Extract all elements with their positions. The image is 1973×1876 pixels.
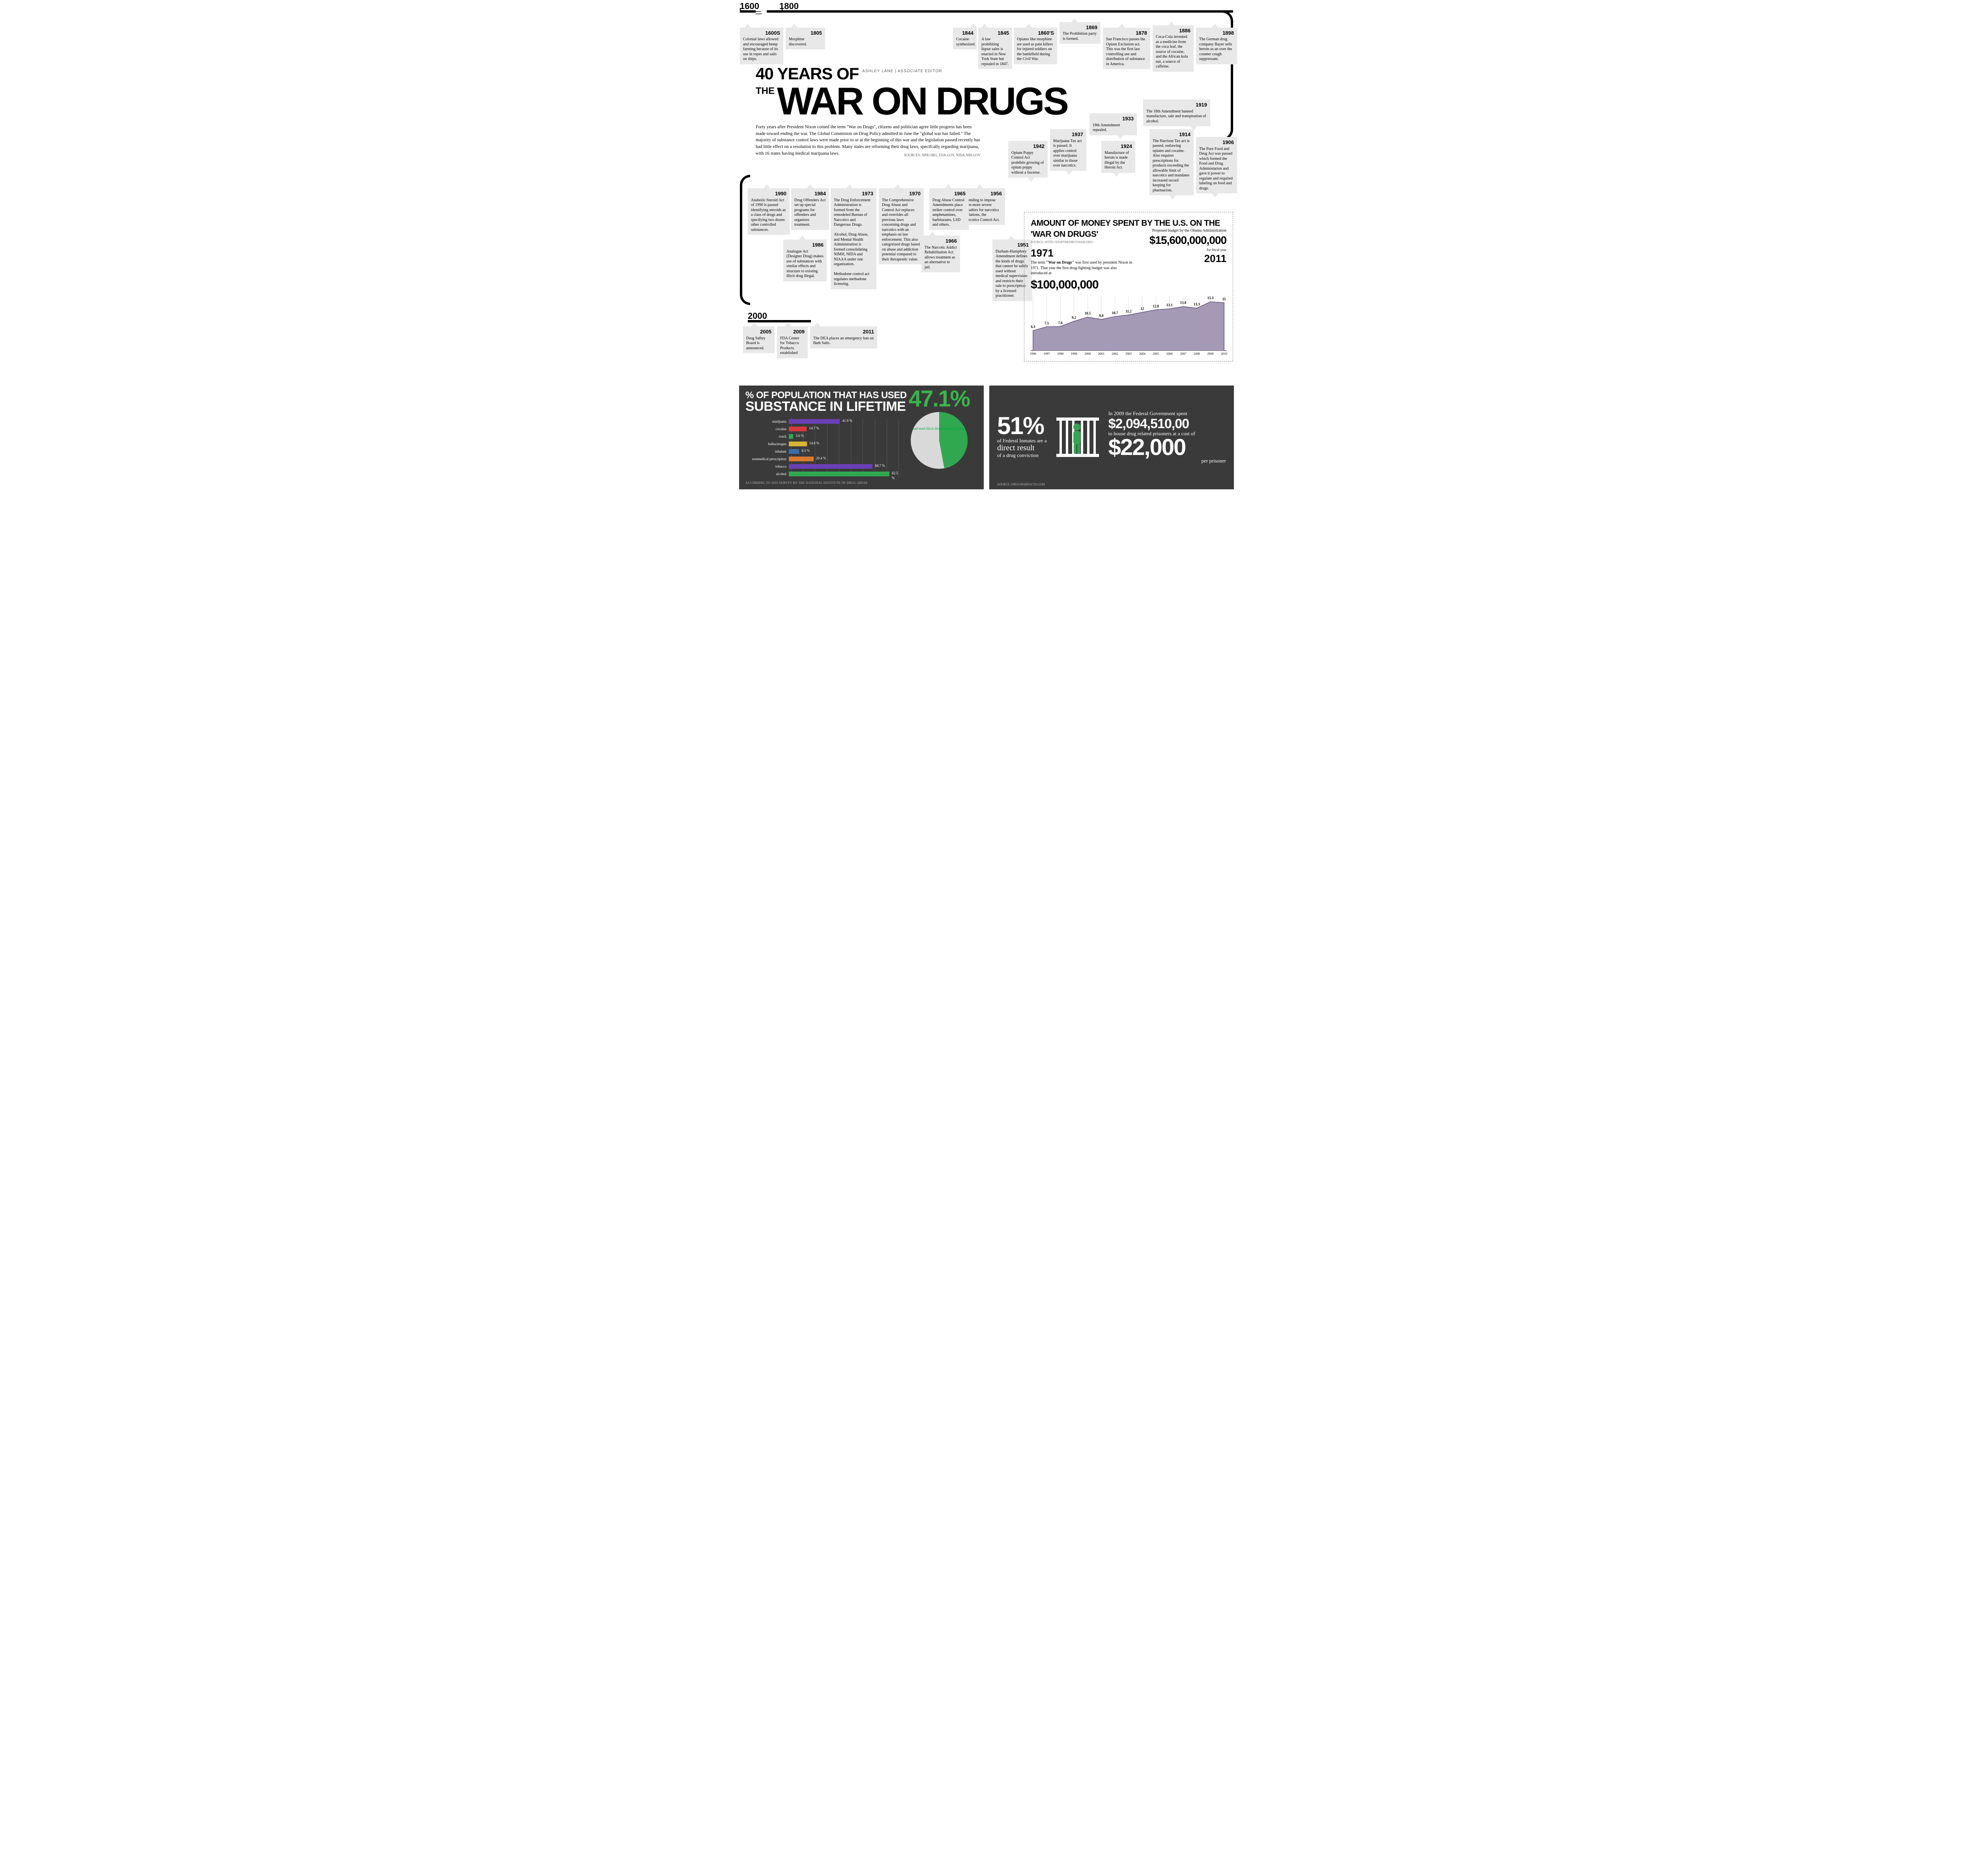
spend-xlabel: 2007 <box>1180 352 1186 356</box>
spend-xlabel: 1999 <box>1071 352 1077 356</box>
event-1990: 1990Anabolic Steroid Act of 1990 is pass… <box>748 188 790 235</box>
event-1844: 1844Cocaine synthesized. <box>953 28 977 49</box>
event-1924: 1924Manufacture of heroin is made illega… <box>1101 141 1135 172</box>
event-1942: 1942Opium Poppy Control Act prohibits gr… <box>1008 141 1048 178</box>
spending-chart: 1996199719981999200020012002200320042005… <box>1031 296 1226 351</box>
pie-wrap: 47.1% had used illicit drugs in their li… <box>902 389 977 472</box>
budget-fy: for fiscal year <box>1149 248 1226 253</box>
spend-xlabel: 2009 <box>1207 352 1213 356</box>
event-1986: 1986Analogue Act (Designer Drug) makes u… <box>783 240 827 281</box>
spend-value-label: 10.5 <box>1084 311 1091 316</box>
event-1860'S: 1860'SOpiates like morphine are used as … <box>1014 28 1057 64</box>
spend-xlabel: 2003 <box>1125 352 1132 356</box>
events-area: 1900 1906The Pure Food and Drug Act was … <box>732 157 1241 378</box>
spend-xlabel: 1996 <box>1030 352 1036 356</box>
event-1937: 1937Marijuana Tax act is passed. It appl… <box>1050 129 1086 170</box>
event-1898: 1898The German drug company Bayer sells … <box>1196 28 1237 64</box>
stat-51-num: 51% <box>997 416 1047 436</box>
spending-100m: $100,000,000 <box>1031 277 1226 292</box>
spend-value-label: 15.3 <box>1207 296 1214 301</box>
event-1970: 1970The Comprehensive Drug Abuse and Con… <box>879 188 924 264</box>
spend-xlabel: 2008 <box>1194 352 1200 356</box>
inmates-l2a: direct result <box>997 444 1047 452</box>
spend-xlabel: 2006 <box>1166 352 1173 356</box>
spending-panel: AMOUNT OF MONEY SPENT BY THE U.S. ON THE… <box>1024 212 1233 361</box>
event-2011: 2011The DEA places an emergency ban on B… <box>810 326 877 348</box>
event-1965: 1965Drug Abuse Control Amendments place … <box>929 188 969 230</box>
inmates-source: SOURCE: DRUGWARFACTS.COM <box>997 483 1045 487</box>
event-2009: 2009FDA Center for Tobacco Products esta… <box>777 326 808 358</box>
event-1869: 1869The Prohibition party is formed. <box>1060 22 1101 44</box>
spend-value-label: 13.1 <box>1166 303 1173 308</box>
spend-xlabel: 2000 <box>1084 352 1091 356</box>
blurb-b: "War on Drugs" <box>1046 260 1074 265</box>
event-1600S: 1600SColonial laws allowed and encourage… <box>740 28 783 64</box>
budget-amount: $15,600,000,000 <box>1149 233 1226 247</box>
spend-xlabel: 1998 <box>1057 352 1063 356</box>
event-1973: 1973The Drug Enforcement Administration … <box>831 188 876 289</box>
event-1914: 1914The Harrison Tax act is passed, outl… <box>1149 129 1194 195</box>
intro-paragraph: Forty years after President Nixon coined… <box>756 124 981 157</box>
event-2005: 2005Drug Saftey Board is announced. <box>743 326 775 353</box>
title-line2: WAR ON DRUGS <box>777 79 1067 123</box>
intro-text: Forty years after President Nixon coined… <box>756 125 980 156</box>
spend-xlabel: 2005 <box>1153 352 1159 356</box>
budget-label: Proposed budget by the Obama Administrat… <box>1149 228 1226 233</box>
spend-xlabel: 2004 <box>1139 352 1146 356</box>
spend-value-label: 11.2 <box>1125 309 1131 314</box>
minor-ticks <box>740 8 1233 13</box>
pie-number: 47.1% <box>902 389 977 409</box>
spend-value-label: 13.3 <box>1194 302 1200 307</box>
event-1933: 193318th Amendment repealed. <box>1089 113 1137 135</box>
event-1906: 1906The Pure Food and Drug Act was passe… <box>1196 137 1237 193</box>
pie-chart <box>910 411 969 470</box>
budget-right: Proposed budget by the Obama Administrat… <box>1149 228 1226 266</box>
spend-value-label: 15 <box>1222 297 1226 302</box>
timeline-top: 1600 1800 // <box>732 0 1241 20</box>
inmates-l1: of Federal Inmates are a <box>997 438 1047 444</box>
event-1919: 1919The 18th Amendment banned manufactur… <box>1143 99 1210 126</box>
timeline-axis-top: 1600 1800 // <box>740 8 1233 20</box>
spend-xlabel: 1997 <box>1044 352 1050 356</box>
spend-value-label: 12 <box>1140 307 1144 311</box>
title-the: THE <box>756 86 775 96</box>
spend-value-label: 10.7 <box>1112 311 1118 316</box>
spending-blurb: The term "War on Drugs" was first used b… <box>1031 260 1133 276</box>
spend-value-label: 7.5 <box>1045 321 1049 326</box>
substance-panel: % OF POPULATION THAT HAS USED SUBSTANCE … <box>739 386 984 489</box>
budget-year: 2011 <box>1149 252 1226 266</box>
cost-block: In 2009 the Federal Government spent $2,… <box>1108 410 1226 464</box>
stat-51: 51% of Federal Inmates are a direct resu… <box>997 416 1047 459</box>
event-1966: 1966The Narcotic Addict Rehabilitation A… <box>921 236 960 272</box>
spend-value-label: 9.2 <box>1072 316 1076 320</box>
bottom-row: % OF POPULATION THAT HAS USED SUBSTANCE … <box>739 386 1234 489</box>
spend-value-label: 13.8 <box>1180 301 1186 305</box>
spend-value-label: 12.8 <box>1153 304 1159 309</box>
spend-value-label: 6.3 <box>1031 325 1035 330</box>
spend-xlabel: 2002 <box>1112 352 1118 356</box>
inmates-l2b: of a drug conviction <box>997 452 1039 458</box>
cost-amt1: $2,094,510,00 <box>1108 417 1226 431</box>
axis-row3 <box>748 320 811 322</box>
inmates-cost-panel: 51% of Federal Inmates are a direct resu… <box>989 386 1234 489</box>
spend-value-label: 7.6 <box>1058 321 1062 326</box>
event-1984: 1984Drug Offenders Act set up special pr… <box>791 188 829 230</box>
event-1805: 1805Morphine discovered. <box>786 28 825 49</box>
spend-value-label: 9.8 <box>1099 314 1103 318</box>
bar-alcohol: alcohol82.5 % <box>745 471 977 477</box>
spend-xlabel: 2001 <box>1098 352 1104 356</box>
stat-51-text: of Federal Inmates are a direct result o… <box>997 438 1047 459</box>
pie-subtext: had used illicit drugs in their lifetime <box>902 427 977 431</box>
cost-amt2: $22,000 <box>1108 437 1226 458</box>
spend-xlabel: 2010 <box>1221 352 1227 356</box>
substance-footnote: ACCORDING TO 2010 SURVEY BY THE NATIONAL… <box>745 481 977 485</box>
jail-icon <box>1054 414 1101 461</box>
byline: ASHLEY LANE | ASSOCIATE EDITOR <box>862 69 942 74</box>
blurb-a: The term <box>1031 260 1046 265</box>
